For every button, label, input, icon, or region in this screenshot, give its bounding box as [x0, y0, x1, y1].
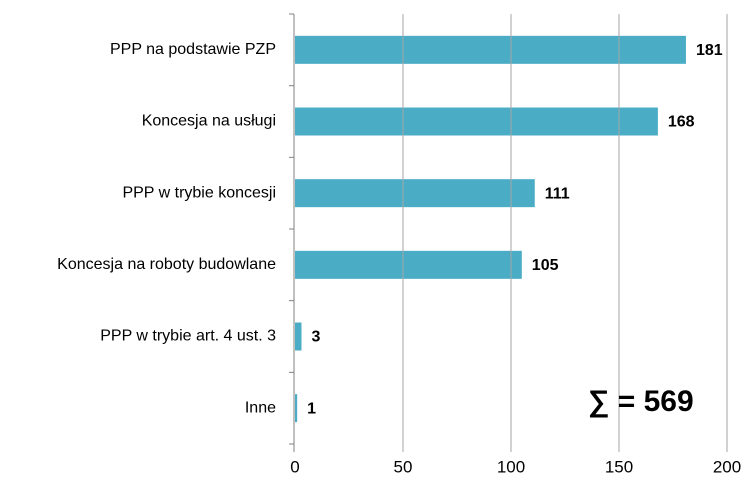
bar — [295, 394, 298, 423]
annotation: ∑ = 569 — [588, 385, 694, 418]
y-tick-label: PPP w trybie koncesji — [122, 184, 276, 201]
value-label: 111 — [545, 185, 570, 202]
value-label: 105 — [532, 257, 559, 274]
value-label: 168 — [668, 114, 695, 131]
value-label: 3 — [311, 329, 320, 346]
bar — [295, 322, 302, 351]
bar — [295, 250, 522, 279]
y-tick-label: Koncesja na roboty budowlane — [57, 256, 276, 273]
x-tick-label: 0 — [290, 457, 299, 476]
value-label: 1 — [307, 400, 316, 417]
x-tick-label: 150 — [605, 457, 633, 476]
bar — [295, 179, 535, 208]
y-tick-label: Koncesja na usługi — [142, 113, 276, 130]
y-tick-label: Inne — [245, 399, 276, 416]
y-tick-label: PPP w trybie art. 4 ust. 3 — [100, 328, 276, 345]
x-tick-label: 200 — [713, 457, 741, 476]
bar — [295, 107, 658, 136]
x-tick-label: 100 — [497, 457, 525, 476]
y-tick-label: PPP na podstawie PZP — [110, 41, 276, 58]
bar — [295, 35, 686, 64]
value-label: 181 — [696, 42, 723, 59]
x-tick-label: 50 — [394, 457, 413, 476]
